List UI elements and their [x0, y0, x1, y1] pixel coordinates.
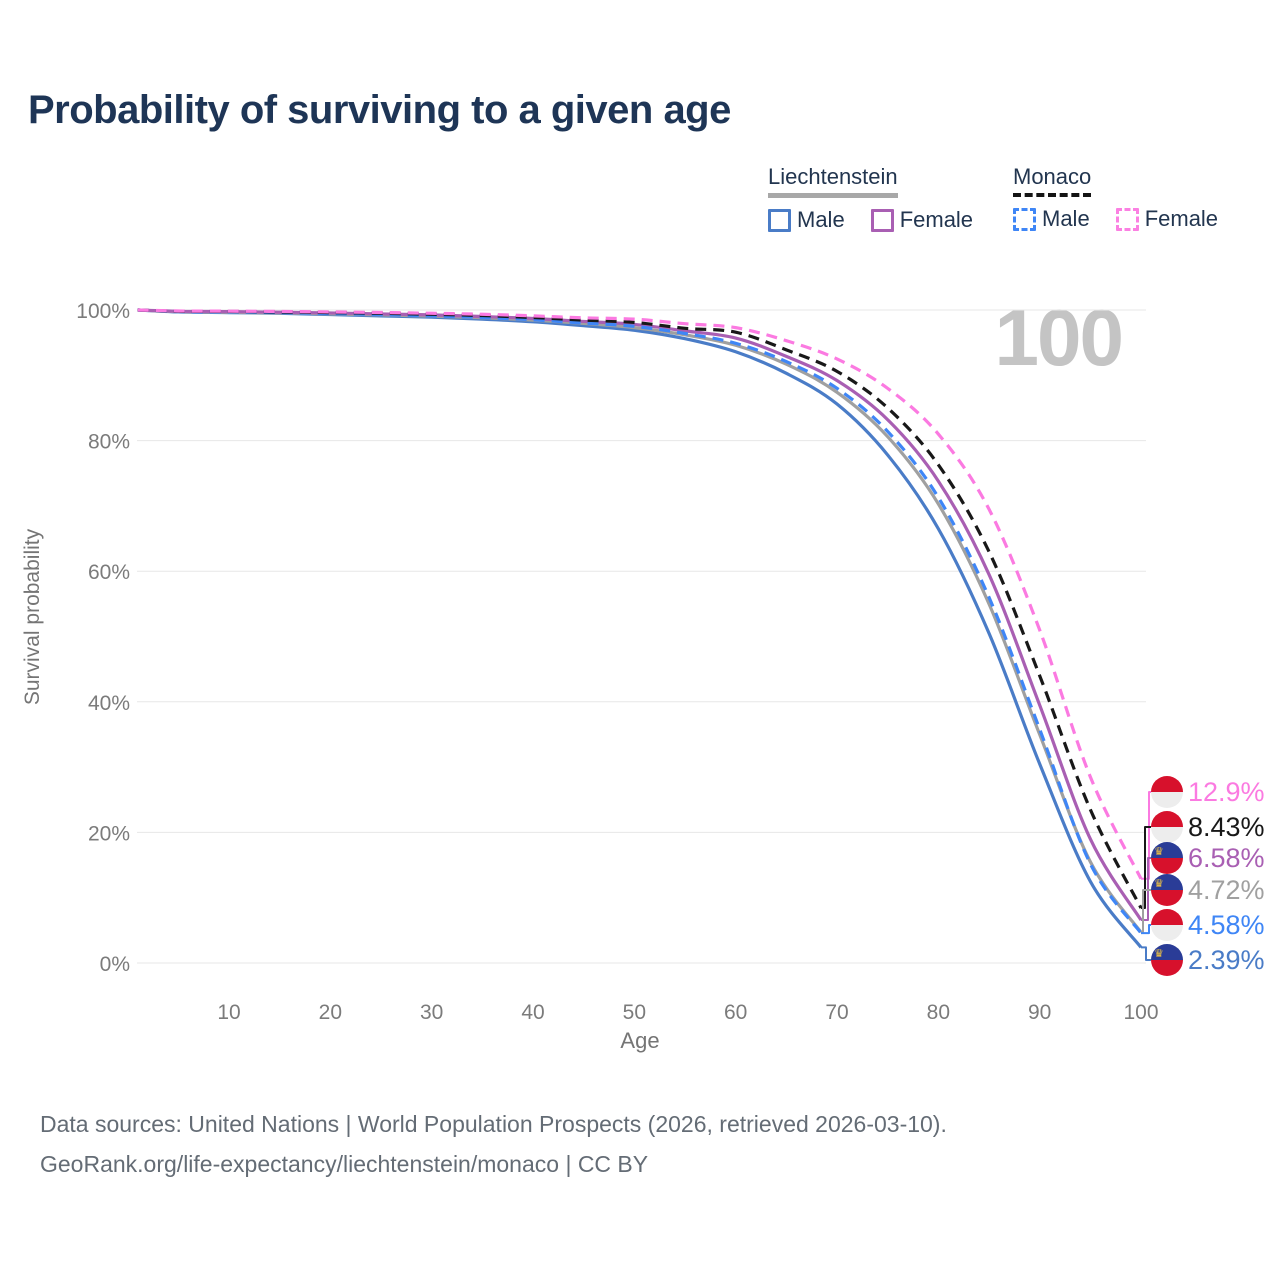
dashed-line-style-icon: [1013, 193, 1092, 197]
x-tick-label-80: 80: [927, 1001, 950, 1024]
x-axis-title: Age: [620, 1028, 660, 1053]
solid-square-swatch-icon: [870, 208, 894, 232]
monaco-flag-icon: [1151, 909, 1183, 941]
x-tick-label-60: 60: [724, 1001, 747, 1024]
y-tick-label-80: 80%: [88, 431, 130, 454]
svg-text:♛: ♛: [1154, 877, 1164, 890]
x-tick-label-70: 70: [825, 1001, 848, 1024]
legend-item-monaco-male[interactable]: Male: [1013, 206, 1090, 232]
x-tick-label-40: 40: [521, 1001, 544, 1024]
legend-header-liechtenstein[interactable]: Liechtenstein: [768, 164, 898, 198]
legend-item-label: Male: [1042, 206, 1090, 231]
footer-attribution: GeoRank.org/life-expectancy/liechtenstei…: [40, 1151, 649, 1177]
liechtenstein-flag-icon: ♛: [1151, 842, 1183, 874]
y-tick-label-40: 40%: [88, 692, 130, 715]
end-value-label-monaco-female: 12.9%: [1188, 777, 1265, 807]
y-axis-title: Survival probability: [21, 528, 44, 706]
end-value-label-liechtenstein-male: 2.39%: [1188, 945, 1265, 975]
x-tick-label-100: 100: [1123, 1001, 1158, 1024]
legend-group-liechtenstein: Liechtenstein Male Female: [768, 164, 973, 233]
survival-curve-liechtenstein-female: [137, 308, 1143, 921]
liechtenstein-flag-icon: ♛: [1151, 874, 1183, 906]
end-value-label-liechtenstein: 4.72%: [1188, 875, 1265, 905]
svg-text:♛: ♛: [1154, 845, 1164, 858]
x-tick-label-10: 10: [217, 1001, 240, 1024]
end-label-connector: [1141, 946, 1151, 961]
y-tick-label-60: 60%: [88, 561, 130, 584]
legend-item-monaco-female[interactable]: Female: [1115, 206, 1219, 232]
svg-text:♛: ♛: [1154, 947, 1164, 960]
legend-group-name: Monaco: [1013, 164, 1092, 189]
solid-line-style-icon: [768, 193, 898, 198]
footer: Data sources: United Nations | World Pop…: [40, 1104, 947, 1184]
footer-data-sources: Data sources: United Nations | World Pop…: [40, 1111, 947, 1137]
monaco-flag-icon: [1151, 811, 1183, 843]
legend-group-name: Liechtenstein: [768, 164, 898, 189]
legend-item-liechtenstein-female[interactable]: Female: [870, 207, 974, 233]
y-tick-label-20: 20%: [88, 822, 130, 845]
survival-curve-liechtenstein-male: [137, 308, 1143, 949]
legend-item-label: Male: [797, 207, 845, 232]
liechtenstein-flag-icon: ♛: [1151, 944, 1183, 976]
end-label-connector: [1141, 924, 1151, 935]
legend-item-liechtenstein-male[interactable]: Male: [768, 207, 845, 233]
survival-curve-monaco-female: [137, 308, 1143, 880]
legend-item-label: Female: [899, 207, 974, 232]
dashed-square-swatch-icon: [1013, 207, 1036, 231]
solid-square-swatch-icon: [768, 208, 791, 232]
legend-group-monaco: Monaco Male Female: [1013, 164, 1218, 232]
x-tick-label-30: 30: [420, 1001, 443, 1024]
x-tick-label-20: 20: [319, 1001, 342, 1024]
dashed-square-swatch-icon: [1115, 207, 1139, 231]
age-counter-watermark: 100: [994, 293, 1124, 382]
y-tick-label-0: 0%: [100, 953, 130, 976]
survival-curve-monaco-male: [137, 308, 1143, 935]
end-value-label-monaco-male: 4.58%: [1188, 910, 1265, 940]
survival-curve-liechtenstein: [137, 308, 1143, 934]
legend-item-label: Female: [1144, 206, 1219, 231]
monaco-flag-icon: [1151, 776, 1183, 808]
x-tick-label-90: 90: [1028, 1001, 1051, 1024]
y-tick-label-100: 100%: [76, 300, 130, 323]
page-title: Probability of surviving to a given age: [28, 88, 731, 132]
legend-header-monaco[interactable]: Monaco: [1013, 164, 1092, 197]
end-value-label-liechtenstein-female: 6.58%: [1188, 843, 1265, 873]
x-tick-label-50: 50: [623, 1001, 646, 1024]
end-value-label-monaco: 8.43%: [1188, 812, 1265, 842]
